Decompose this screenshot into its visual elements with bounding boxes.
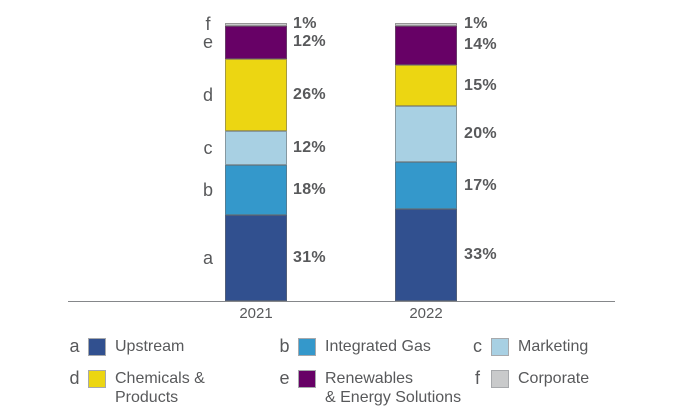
legend-letter-b: b [279,336,290,356]
value-label-e-2022: 14% [464,36,497,54]
value-label-c-2021: 12% [293,139,326,157]
bar-segment-f-2021 [225,23,287,26]
legend-swatch-a [88,338,106,356]
legend-letter-f: f [474,368,480,388]
x-axis-line [68,301,615,302]
segment-letter-b: b [202,179,213,200]
value-label-d-2021: 26% [293,86,326,104]
legend-item-e: e Renewables & Energy Solutions [278,368,462,407]
value-label-d-2022: 15% [464,76,497,94]
legend-item-c: c Marketing [471,336,589,356]
value-label-c-2022: 20% [464,125,497,143]
segment-letter-f: f [205,14,211,35]
bar-segment-e-2021 [225,25,287,60]
legend-letter-c: c [473,336,482,356]
value-label-b-2022: 17% [464,176,497,194]
legend-swatch-c [491,338,509,356]
legend-letter-e: e [279,368,290,388]
legend-item-f: f Corporate [471,368,590,388]
bar-segment-d-2022 [395,64,457,107]
x-axis-label-2022: 2022 [409,305,443,322]
bar-segment-c-2021 [225,131,287,165]
segment-letter-a: a [202,247,213,268]
legend-label-d: Chemicals & Products [115,370,205,406]
bar-segment-b-2022 [395,162,457,210]
x-axis-label-2021: 2021 [239,305,273,322]
value-label-f-2021: 1% [293,15,317,33]
bar-segment-a-2022 [395,209,457,301]
bar-segment-c-2022 [395,106,457,162]
segment-letter-d: d [202,85,213,106]
value-label-a-2021: 31% [293,248,326,266]
legend-swatch-b [298,338,316,356]
legend-label-f: Corporate [518,370,590,387]
value-label-a-2022: 33% [464,246,497,264]
legend-item-a: a Upstream [68,336,185,356]
legend-label-a: Upstream [115,338,185,355]
value-label-e-2021: 12% [293,33,326,51]
value-label-f-2022: 1% [464,15,488,33]
legend-swatch-d [88,370,106,388]
legend-item-b: b Integrated Gas [278,336,431,356]
segment-letter-c: c [203,138,213,159]
legend-letter-a: a [69,336,80,356]
legend-letter-d: d [69,368,80,388]
bar-segment-d-2021 [225,59,287,132]
legend-label-e: Renewables & Energy Solutions [325,370,462,406]
bar-segment-f-2022 [395,23,457,26]
legend-swatch-f [491,370,509,388]
bar-segment-e-2022 [395,25,457,65]
bar-segment-b-2021 [225,164,287,215]
legend-label-c: Marketing [518,338,589,355]
legend-label-b: Integrated Gas [325,338,431,355]
value-label-b-2021: 18% [293,180,326,198]
bar-segment-a-2021 [225,214,287,301]
legend-swatch-e [298,370,316,388]
legend-item-d: d Chemicals & Products [68,368,205,407]
segment-letter-e: e [202,32,213,53]
